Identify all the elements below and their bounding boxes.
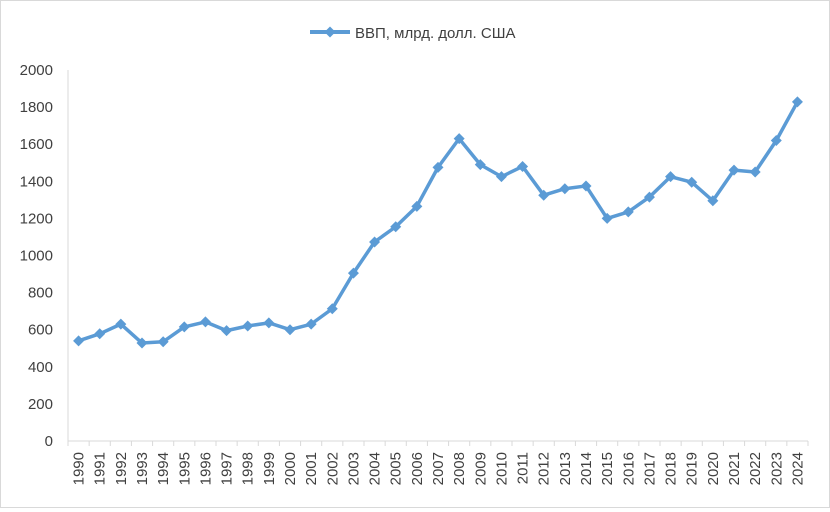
data-point — [707, 195, 719, 207]
y-tick-label: 600 — [28, 322, 53, 339]
data-point — [390, 221, 402, 233]
x-tick-label: 1998 — [240, 452, 257, 485]
data-point — [601, 212, 613, 224]
x-tick-label: 2023 — [768, 452, 785, 485]
data-point — [178, 321, 190, 333]
x-tick-label: 2016 — [620, 452, 637, 485]
y-tick-label: 800 — [28, 285, 53, 302]
data-point — [643, 191, 655, 203]
x-tick-label: 1992 — [113, 452, 130, 485]
x-tick-label: 2002 — [324, 452, 341, 485]
y-axis-ticks: 0 200 400 600 800 1000 1200 1400 1600 1800 2000 — [20, 62, 53, 450]
series-line — [76, 100, 800, 345]
x-tick-label: 1996 — [197, 452, 214, 485]
data-point — [73, 335, 85, 347]
y-tick-label: 0 — [45, 433, 53, 450]
data-point — [221, 325, 233, 337]
data-point — [453, 133, 465, 145]
y-tick-label: 1000 — [20, 248, 53, 265]
data-point — [538, 189, 550, 201]
data-point — [199, 316, 211, 328]
x-tick-label: 1997 — [219, 452, 236, 485]
y-tick-label: 1400 — [20, 173, 53, 190]
y-tick-label: 1800 — [20, 99, 53, 116]
data-point — [284, 324, 296, 336]
data-point — [242, 320, 254, 332]
data-point — [94, 328, 106, 340]
x-tick-label: 2010 — [493, 452, 510, 485]
x-tick-label: 2008 — [451, 452, 468, 485]
data-point — [326, 303, 338, 315]
x-tick-label: 1999 — [261, 452, 278, 485]
y-tick-label: 200 — [28, 396, 53, 413]
x-tick-label: 1993 — [134, 452, 151, 485]
data-point — [369, 236, 381, 248]
x-tick-label: 2005 — [388, 452, 405, 485]
x-tick-label: 2003 — [345, 452, 362, 485]
y-tick-label: 2000 — [20, 62, 53, 79]
data-point — [157, 336, 169, 348]
x-tick-label: 2006 — [409, 452, 426, 485]
x-tick-label: 2001 — [303, 452, 320, 485]
x-tick-label: 2024 — [789, 452, 806, 485]
data-point — [559, 183, 571, 195]
y-tick-label: 1600 — [20, 136, 53, 153]
legend-label: ВВП, млрд. долл. США — [355, 25, 515, 42]
x-tick-label: 1994 — [155, 452, 172, 485]
data-series — [73, 96, 803, 349]
data-point — [622, 206, 634, 218]
y-tick-label: 400 — [28, 359, 53, 376]
data-point — [263, 317, 275, 329]
x-tick-label: 2007 — [430, 452, 447, 485]
x-tick-label: 1990 — [71, 452, 88, 485]
x-axis-ticks: 1990 1991 1992 1993 1994 1995 1996 1997 1998 1999… — [67, 441, 809, 485]
data-point — [791, 96, 803, 108]
data-point — [517, 160, 529, 172]
data-point — [136, 337, 148, 349]
x-tick-label: 2019 — [684, 452, 701, 485]
data-point — [665, 171, 677, 183]
x-tick-label: 1995 — [176, 452, 193, 485]
x-tick-label: 2020 — [705, 452, 722, 485]
data-point — [305, 318, 317, 330]
data-point — [432, 161, 444, 173]
data-point — [770, 134, 782, 146]
y-tick-label: 1200 — [20, 210, 53, 227]
x-tick-label: 2011 — [515, 452, 532, 484]
x-tick-label: 2013 — [557, 452, 574, 485]
data-point — [686, 176, 698, 188]
x-tick-label: 1991 — [92, 452, 109, 485]
x-tick-label: 2012 — [536, 452, 553, 485]
x-tick-label: 2004 — [367, 452, 384, 485]
data-point — [580, 180, 592, 192]
data-point — [728, 164, 740, 176]
data-point — [495, 171, 507, 183]
x-tick-label: 2015 — [599, 452, 616, 485]
data-point — [411, 200, 423, 212]
data-point — [749, 166, 761, 178]
x-tick-label: 2000 — [282, 452, 299, 485]
legend-diamond-marker — [324, 26, 336, 38]
x-tick-label: 2022 — [747, 452, 764, 485]
data-point — [115, 318, 127, 330]
x-tick-label: 2014 — [578, 452, 595, 485]
legend: ВВП, млрд. долл. США — [310, 25, 515, 42]
x-tick-label: 2021 — [726, 452, 743, 485]
x-tick-label: 2018 — [663, 452, 680, 485]
data-point — [474, 159, 486, 171]
data-point — [347, 267, 359, 279]
x-tick-label: 2009 — [472, 452, 489, 485]
x-tick-label: 2017 — [641, 452, 658, 485]
